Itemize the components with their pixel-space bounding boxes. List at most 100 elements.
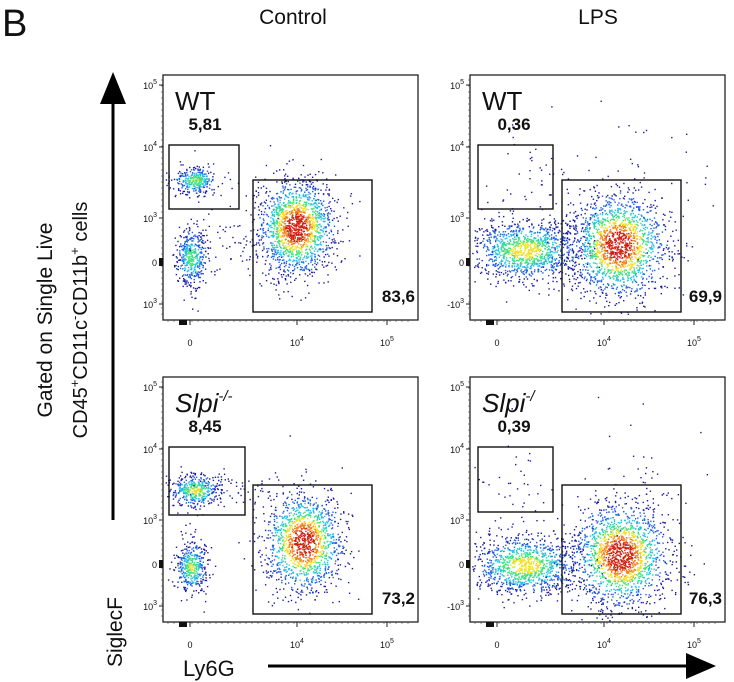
event-point bbox=[554, 247, 556, 249]
event-point bbox=[307, 219, 309, 221]
event-point bbox=[612, 252, 615, 254]
event-point bbox=[194, 235, 197, 238]
event-point bbox=[325, 248, 328, 250]
event-point bbox=[614, 304, 616, 306]
event-point bbox=[524, 257, 526, 259]
event-point bbox=[522, 218, 524, 221]
event-point bbox=[262, 205, 264, 207]
event-point bbox=[593, 227, 595, 229]
event-point bbox=[543, 218, 545, 220]
event-point bbox=[563, 259, 566, 261]
event-point bbox=[574, 220, 576, 222]
event-point bbox=[198, 179, 200, 181]
event-point bbox=[185, 236, 187, 238]
event-point bbox=[276, 257, 279, 259]
event-point bbox=[176, 179, 179, 181]
event-point bbox=[651, 258, 653, 260]
event-point bbox=[631, 263, 634, 265]
event-point bbox=[584, 246, 586, 248]
event-point bbox=[608, 245, 610, 247]
event-point bbox=[490, 258, 492, 260]
event-point bbox=[510, 240, 512, 243]
event-point bbox=[599, 258, 601, 261]
event-point bbox=[625, 245, 627, 248]
event-point bbox=[196, 223, 198, 225]
event-point bbox=[279, 268, 282, 271]
event-point bbox=[503, 215, 505, 218]
event-point bbox=[606, 217, 609, 219]
event-point bbox=[534, 254, 536, 256]
event-point bbox=[547, 231, 550, 233]
event-point bbox=[265, 213, 268, 216]
event-point bbox=[197, 249, 200, 251]
event-point bbox=[224, 230, 226, 233]
event-point bbox=[660, 285, 663, 287]
event-point bbox=[529, 255, 531, 258]
y-tick-label: 103 bbox=[143, 298, 157, 310]
event-point bbox=[181, 173, 184, 175]
event-point bbox=[595, 284, 598, 286]
event-point bbox=[288, 206, 290, 208]
event-point bbox=[286, 269, 289, 271]
event-point bbox=[666, 277, 668, 280]
event-point bbox=[274, 226, 276, 228]
event-point bbox=[285, 227, 287, 229]
event-point bbox=[293, 260, 296, 262]
event-point bbox=[577, 282, 580, 284]
event-point bbox=[197, 180, 199, 182]
event-point bbox=[565, 243, 567, 245]
event-point bbox=[297, 252, 300, 254]
event-point bbox=[513, 256, 516, 258]
event-point bbox=[585, 262, 587, 265]
event-point bbox=[621, 225, 624, 227]
event-point bbox=[312, 190, 314, 193]
event-point bbox=[609, 237, 611, 240]
event-point bbox=[537, 263, 539, 265]
event-point bbox=[540, 240, 542, 242]
event-point bbox=[598, 232, 600, 235]
event-point bbox=[531, 273, 534, 275]
event-point bbox=[645, 243, 647, 245]
event-point bbox=[305, 238, 308, 241]
event-point bbox=[320, 248, 322, 251]
gate-percent-siglecf: 5,81 bbox=[188, 115, 221, 134]
event-point bbox=[551, 254, 553, 256]
event-point bbox=[299, 199, 302, 202]
event-point bbox=[298, 261, 300, 263]
event-point bbox=[266, 214, 268, 216]
event-point bbox=[507, 251, 509, 253]
event-point bbox=[623, 216, 626, 218]
event-point bbox=[515, 241, 517, 243]
event-point bbox=[643, 251, 645, 254]
event-point bbox=[641, 301, 644, 303]
event-point bbox=[330, 210, 333, 212]
event-point bbox=[188, 191, 190, 193]
event-point bbox=[537, 245, 540, 247]
event-point bbox=[532, 285, 534, 287]
event-point bbox=[612, 269, 615, 271]
event-point bbox=[288, 204, 290, 206]
event-point bbox=[254, 207, 256, 209]
event-point bbox=[539, 259, 541, 262]
event-point bbox=[200, 251, 203, 253]
event-point bbox=[340, 240, 342, 243]
event-point bbox=[549, 261, 552, 263]
event-point bbox=[327, 274, 329, 276]
event-point bbox=[317, 214, 319, 217]
event-point bbox=[305, 203, 308, 205]
event-point bbox=[535, 254, 537, 257]
event-point bbox=[295, 260, 298, 262]
event-point bbox=[600, 245, 602, 247]
event-point bbox=[299, 251, 301, 254]
event-point bbox=[619, 271, 621, 274]
event-point bbox=[646, 241, 648, 243]
event-point bbox=[551, 265, 553, 267]
event-point bbox=[273, 201, 275, 203]
event-point bbox=[583, 277, 585, 280]
event-point bbox=[295, 233, 297, 235]
event-point bbox=[602, 289, 604, 292]
event-point bbox=[570, 288, 573, 290]
event-point bbox=[627, 286, 629, 288]
event-point bbox=[294, 236, 296, 238]
event-point bbox=[272, 246, 274, 248]
